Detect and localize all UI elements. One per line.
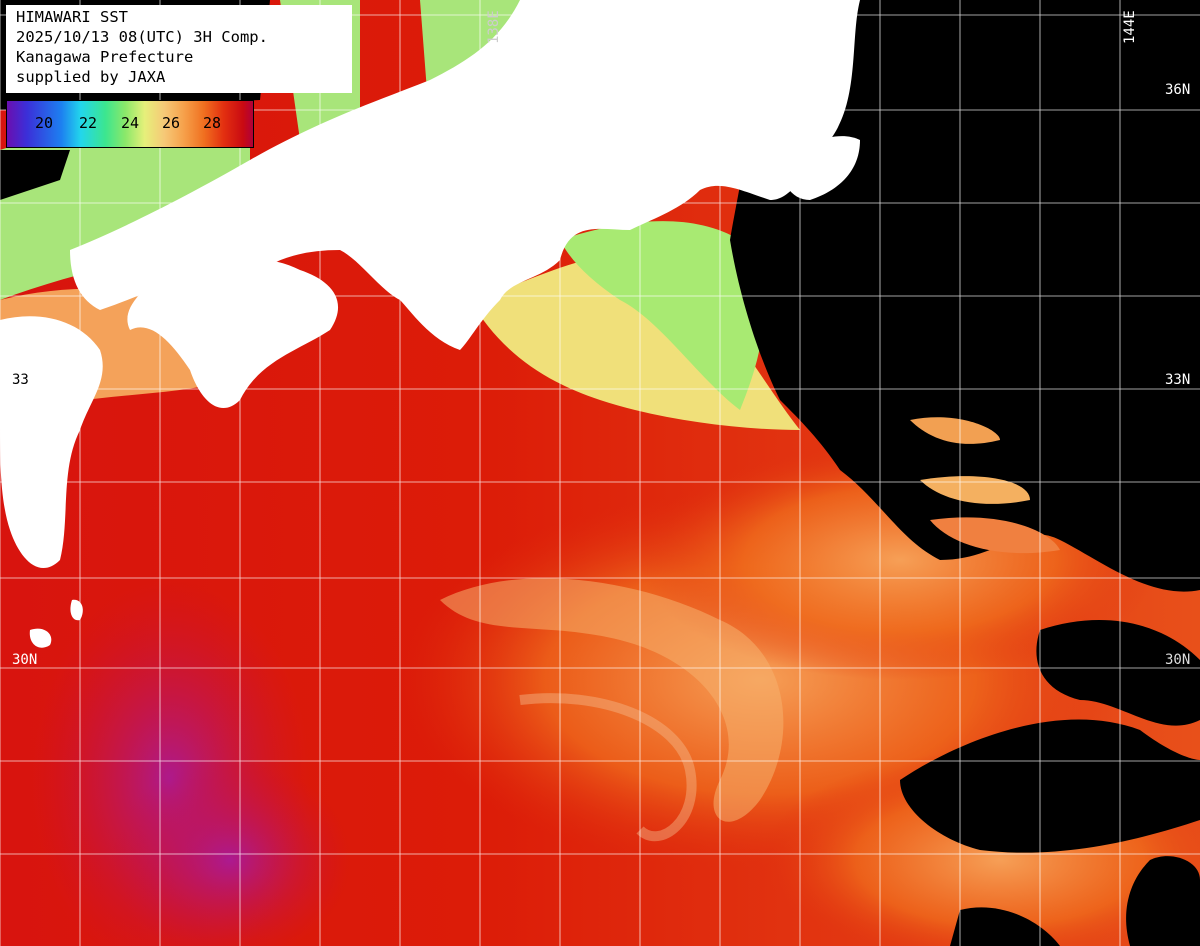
cloud-cover xyxy=(1036,620,1200,726)
data-source: supplied by JAXA xyxy=(16,68,166,86)
provider-org: Kanagawa Prefecture xyxy=(16,48,194,66)
ocean-mid-patch xyxy=(910,417,1000,444)
land-island xyxy=(459,178,474,194)
cloud-cover xyxy=(900,719,1200,853)
legend-tick: 26 xyxy=(162,114,181,132)
lat-label-33-left: 33 xyxy=(12,372,29,388)
timestamp: 2025/10/13 08(UTC) 3H Comp. xyxy=(16,28,268,46)
lat-label-30n-left: 30N xyxy=(12,652,38,668)
ocean-swirl xyxy=(440,578,784,822)
lat-label-33n-right: 33N xyxy=(1165,372,1191,388)
info-box: HIMAWARI SST 2025/10/13 08(UTC) 3H Comp.… xyxy=(6,5,352,93)
ocean-cool-region xyxy=(560,221,764,410)
cloud-cover xyxy=(1126,856,1200,946)
lon-label-144e: 144E xyxy=(1122,10,1138,44)
product-title: HIMAWARI SST xyxy=(16,8,128,26)
cloud-cover xyxy=(0,150,70,200)
lon-label-138e: 138E xyxy=(486,10,502,44)
lat-label-36n: 36N xyxy=(1165,82,1191,98)
ocean-swirl xyxy=(519,693,697,842)
lat-label-30n-right: 30N xyxy=(1165,652,1191,668)
land-kii-peninsula xyxy=(375,227,433,294)
ocean-hot-spot xyxy=(110,760,350,946)
legend-tick: 28 xyxy=(203,114,222,132)
ocean-mid-patch xyxy=(930,517,1060,554)
land-island xyxy=(29,628,52,648)
legend-tick: 24 xyxy=(121,114,140,132)
color-scale-legend: 20 22 24 26 28 xyxy=(6,100,254,148)
cloud-cover xyxy=(950,907,1060,946)
legend-tick: 20 xyxy=(35,114,54,132)
legend-tick: 22 xyxy=(79,114,98,132)
land-kyushu xyxy=(0,316,103,569)
ocean-mid-patch xyxy=(920,476,1030,504)
